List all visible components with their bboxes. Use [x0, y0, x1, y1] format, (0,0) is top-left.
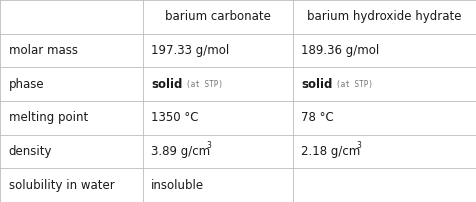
Text: 3: 3	[206, 141, 211, 150]
Text: melting point: melting point	[9, 111, 88, 124]
Text: molar mass: molar mass	[9, 44, 78, 57]
Text: 3.89 g/cm: 3.89 g/cm	[151, 145, 210, 158]
Text: barium carbonate: barium carbonate	[165, 10, 271, 23]
Text: solubility in water: solubility in water	[9, 179, 114, 192]
Text: 2.18 g/cm: 2.18 g/cm	[301, 145, 360, 158]
Text: barium hydroxide hydrate: barium hydroxide hydrate	[307, 10, 462, 23]
Text: 78 °C: 78 °C	[301, 111, 334, 124]
Text: density: density	[9, 145, 52, 158]
Text: (at STP): (at STP)	[186, 80, 223, 89]
Text: phase: phase	[9, 78, 44, 91]
Text: 3: 3	[356, 141, 361, 150]
Text: 189.36 g/mol: 189.36 g/mol	[301, 44, 379, 57]
Text: insoluble: insoluble	[151, 179, 205, 192]
Text: 197.33 g/mol: 197.33 g/mol	[151, 44, 229, 57]
Text: solid: solid	[151, 78, 183, 91]
Text: 1350 °C: 1350 °C	[151, 111, 199, 124]
Text: solid: solid	[301, 78, 333, 91]
Text: (at STP): (at STP)	[336, 80, 373, 89]
